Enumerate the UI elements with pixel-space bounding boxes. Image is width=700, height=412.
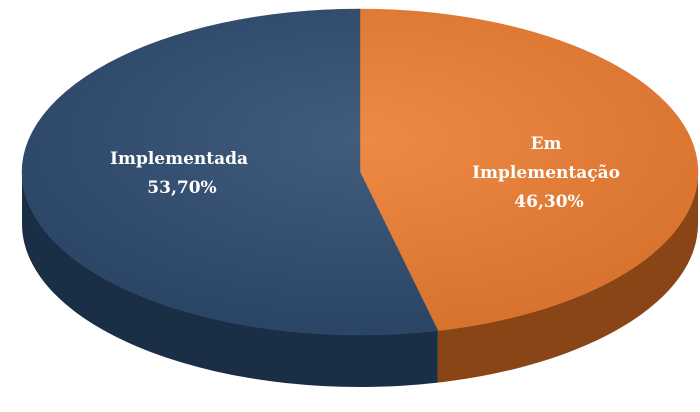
- pie-side-walls: [22, 172, 698, 387]
- slice-value-label: 53,70%: [147, 178, 216, 198]
- pie-side-wall: [22, 172, 438, 387]
- slice-label-line-2: Implementação: [472, 163, 620, 183]
- slice-label-line-1: Em: [531, 134, 562, 154]
- slice-label-em-implementacao: Em Implementação 46,30%: [472, 134, 626, 212]
- slice-value-label: 46,30%: [514, 192, 583, 212]
- pie-side-wall: [437, 172, 698, 383]
- slice-label-implementada: Implementada 53,70%: [110, 149, 254, 198]
- pie-top-faces: [21, 8, 699, 336]
- pie-top-shading: [22, 9, 698, 335]
- slice-label-line-1: Implementada: [110, 149, 248, 169]
